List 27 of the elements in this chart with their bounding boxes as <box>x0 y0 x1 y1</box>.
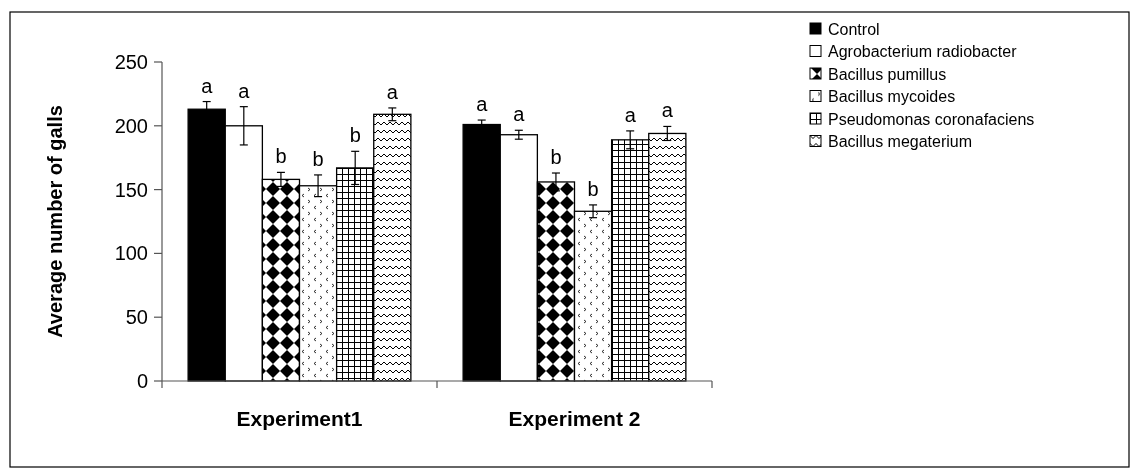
data-label: b <box>349 124 361 147</box>
y-tick-label: 100 <box>114 242 148 265</box>
data-label: a <box>624 103 637 126</box>
data-label: b <box>275 145 287 168</box>
legend-label: Bacillus mycoides <box>828 88 956 106</box>
x-tick-label: Experiment 2 <box>508 407 641 430</box>
y-tick-label: 200 <box>114 114 148 137</box>
data-label: a <box>661 99 674 122</box>
legend-label: Bacillus megaterium <box>828 133 973 151</box>
y-tick-label: 150 <box>114 178 148 201</box>
data-label: b <box>587 177 599 200</box>
data-label: a <box>513 103 526 126</box>
x-tick-label: Experiment1 <box>236 407 363 430</box>
data-label: a <box>386 80 399 103</box>
data-label: b <box>312 147 324 170</box>
legend-label: Agrobacterium radiobacter <box>828 43 1018 61</box>
legend-label: Control <box>828 20 880 38</box>
y-axis-title: Average number of galls <box>44 105 66 338</box>
data-label: a <box>476 93 489 116</box>
legend-label: Bacillus pumillus <box>828 65 947 83</box>
data-label: a <box>238 79 251 102</box>
y-tick-label: 50 <box>125 306 148 329</box>
data-label: a <box>201 74 214 97</box>
y-tick-label: 0 <box>136 370 148 392</box>
data-label: b <box>550 146 562 169</box>
legend-label: Pseudomonas coronafaciens <box>828 110 1035 128</box>
y-tick-label: 250 <box>114 51 148 73</box>
